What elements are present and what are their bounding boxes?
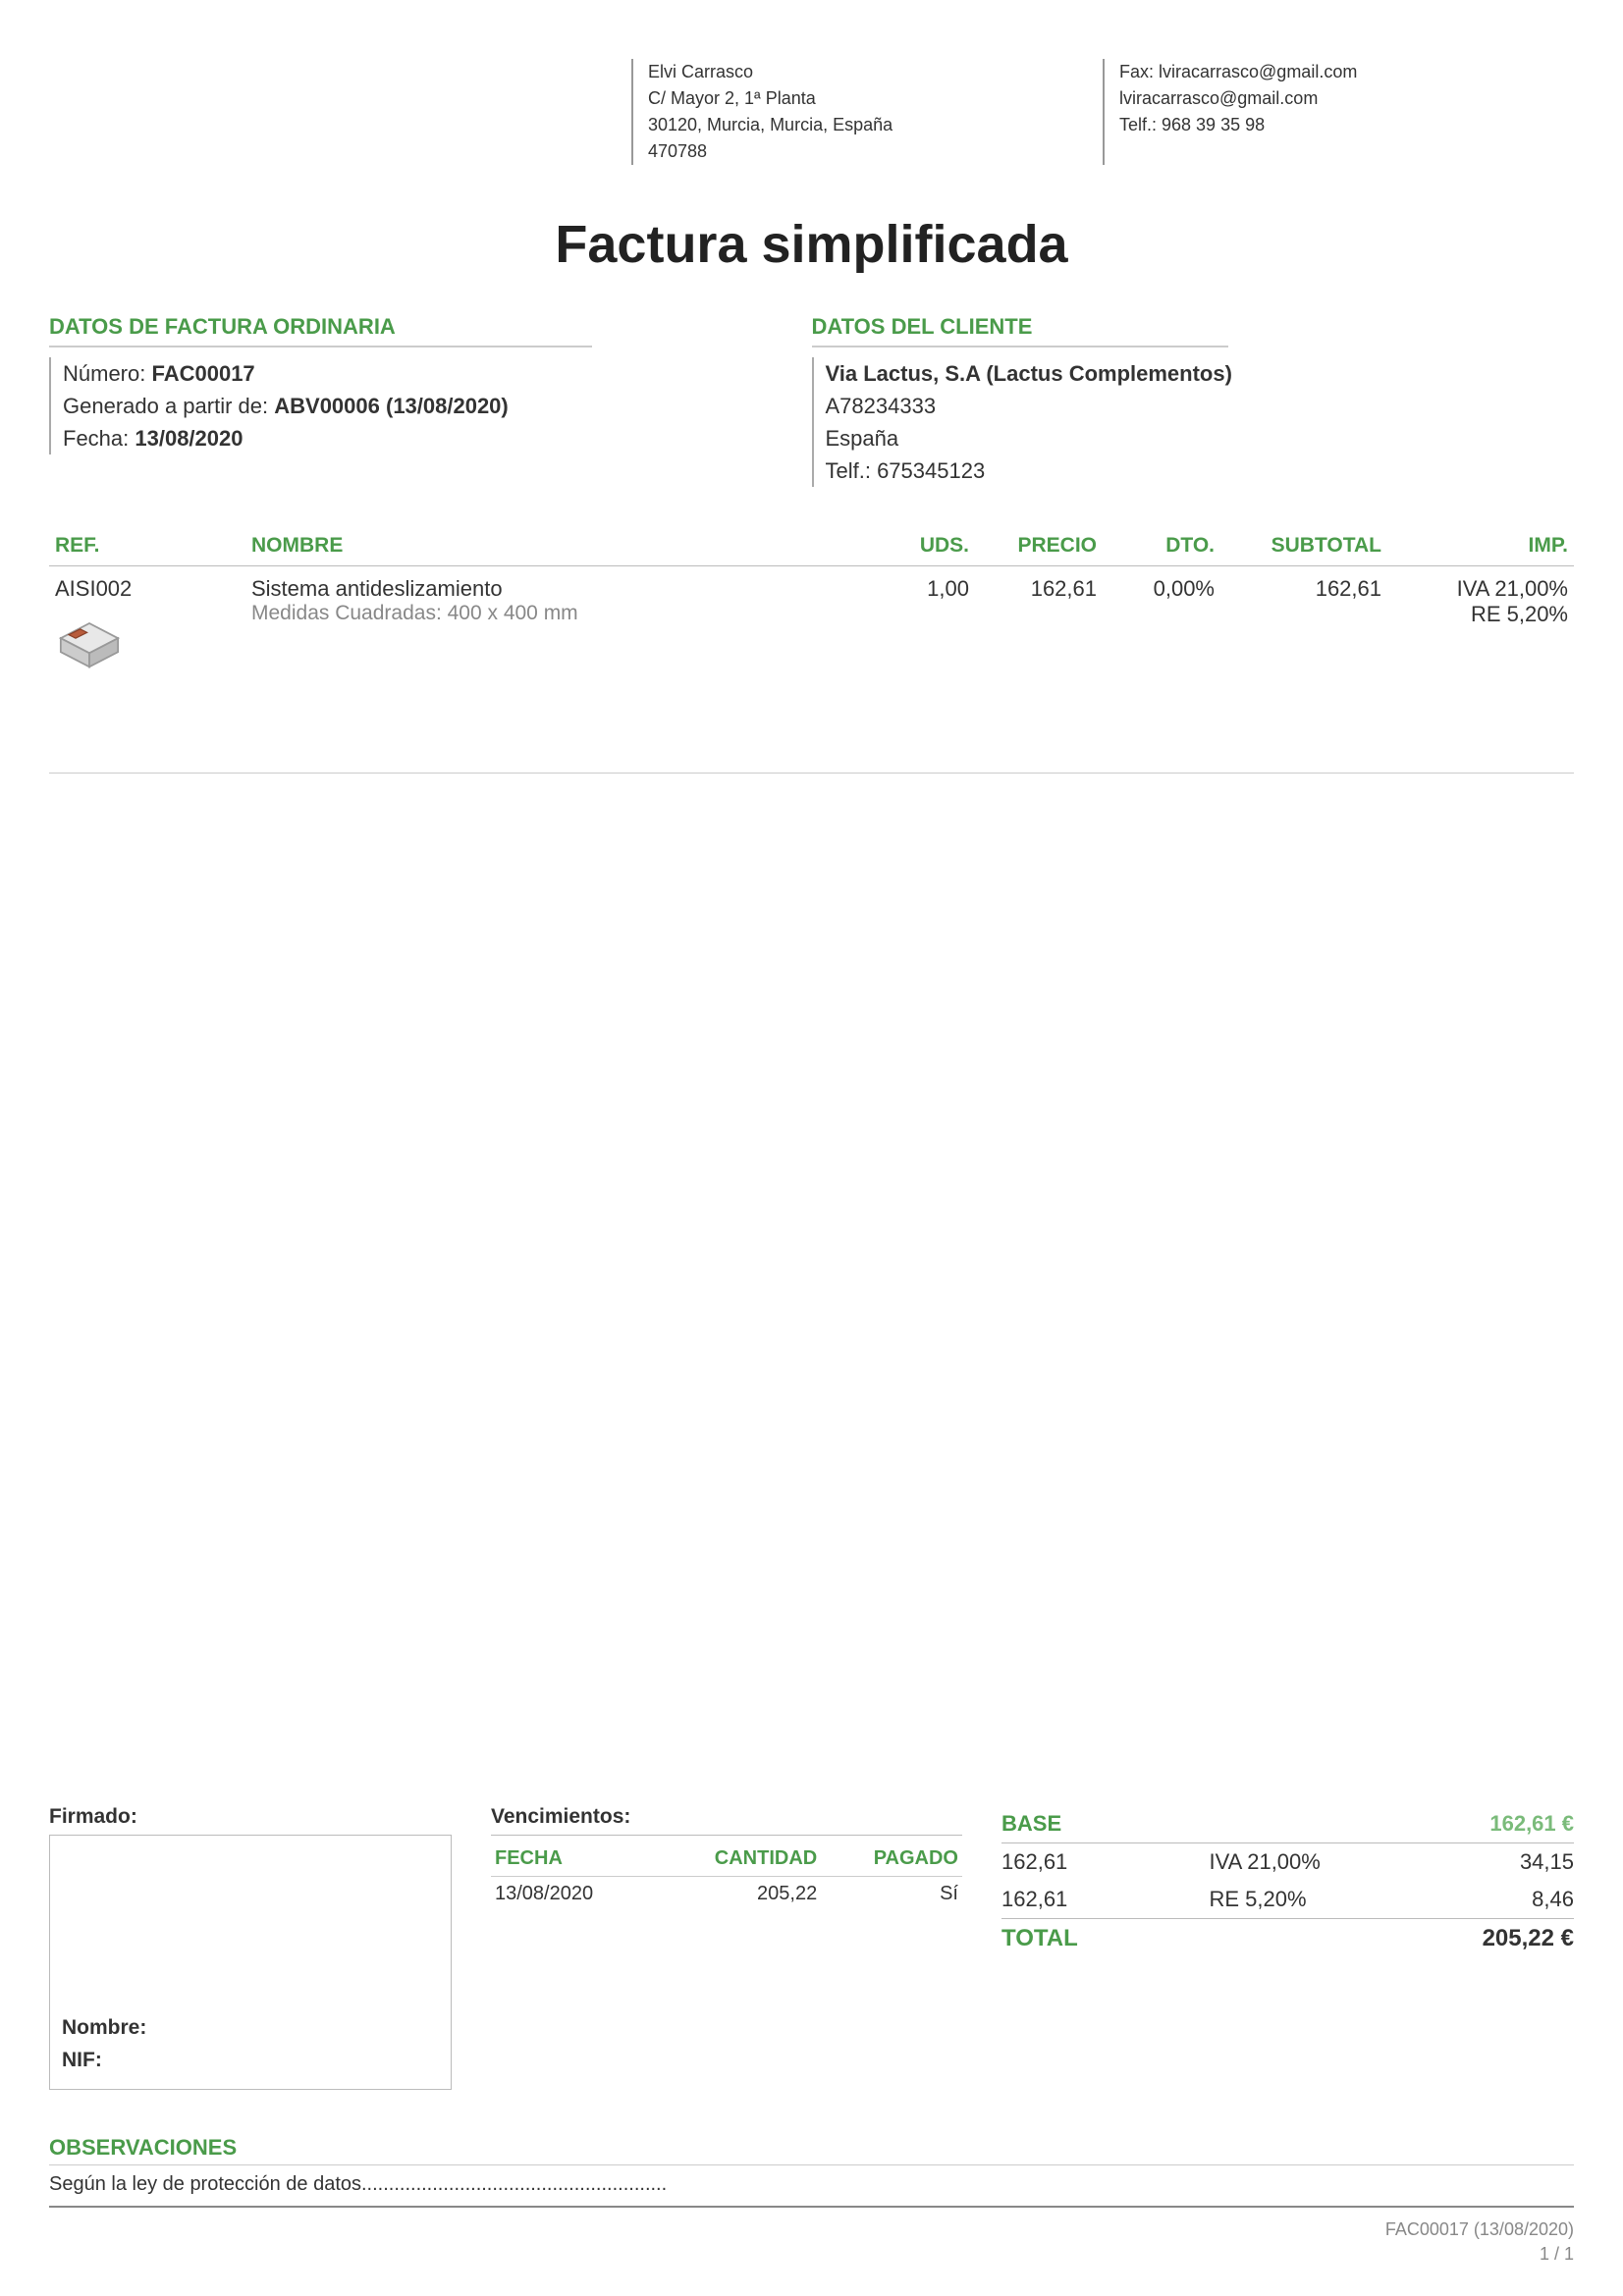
item-subtotal: 162,61 <box>1220 566 1387 774</box>
vencimientos-block: Vencimientos: FECHA CANTIDAD PAGADO 13/0… <box>491 1805 962 1911</box>
totals-head: BASE 162,61 € <box>1001 1805 1574 1843</box>
col-dto: DTO. <box>1103 526 1220 566</box>
total-value: 205,22 € <box>1417 1925 1574 1952</box>
item-name-cell: Sistema antideslizamiento Medidas Cuadra… <box>245 566 867 774</box>
item-name: Sistema antideslizamiento <box>251 576 861 602</box>
footer-page: 1 / 1 <box>1385 2242 1574 2267</box>
col-imp: IMP. <box>1387 526 1574 566</box>
tline2-tax: RE 5,20% <box>1210 1887 1418 1912</box>
venc-cantidad: 205,22 <box>653 1877 821 1912</box>
item-uds: 1,00 <box>867 566 975 774</box>
venc-row: 13/08/2020 205,22 Sí <box>491 1877 962 1912</box>
info-row: DATOS DE FACTURA ORDINARIA Número: FAC00… <box>49 314 1574 487</box>
col-subtotal: SUBTOTAL <box>1220 526 1387 566</box>
invoice-date-label: Fecha: <box>63 426 135 451</box>
invoice-number: FAC00017 <box>151 361 254 386</box>
item-imp1: IVA 21,00% <box>1393 576 1568 602</box>
item-desc: Medidas Cuadradas: 400 x 400 mm <box>251 602 861 625</box>
venc-pagado: Sí <box>821 1877 962 1912</box>
contact-fax: Fax: lviracarrasco@gmail.com <box>1119 59 1574 85</box>
product-icon <box>55 610 124 678</box>
item-imp2: RE 5,20% <box>1393 602 1568 627</box>
company-name: Elvi Carrasco <box>648 59 1103 85</box>
bottom-area: Firmado: Nombre: NIF: Vencimientos: FECH… <box>49 1805 1574 2090</box>
client-info: DATOS DEL CLIENTE Via Lactus, S.A (Lactu… <box>812 314 1575 487</box>
client-country: España <box>826 422 1575 454</box>
invoice-date-value: 13/08/2020 <box>135 426 243 451</box>
tline1-tax: IVA 21,00% <box>1210 1849 1418 1875</box>
col-nombre: NOMBRE <box>245 526 867 566</box>
company-code: 470788 <box>648 138 1103 165</box>
footer-ref: FAC00017 (13/08/2020) <box>1385 2217 1574 2242</box>
client-nif: A78234333 <box>826 390 1575 422</box>
company-address1: C/ Mayor 2, 1ª Planta <box>648 85 1103 112</box>
invoice-heading: DATOS DE FACTURA ORDINARIA <box>49 314 592 347</box>
items-header-row: REF. NOMBRE UDS. PRECIO DTO. SUBTOTAL IM… <box>49 526 1574 566</box>
col-uds: UDS. <box>867 526 975 566</box>
footer: FAC00017 (13/08/2020) 1 / 1 <box>1385 2217 1574 2267</box>
client-tel: Telf.: 675345123 <box>826 454 1575 487</box>
signature-name-label: Nombre: <box>62 2011 146 2045</box>
tline1-amount: 34,15 <box>1417 1849 1574 1875</box>
invoice-info: DATOS DE FACTURA ORDINARIA Número: FAC00… <box>49 314 812 487</box>
signature-box: Nombre: NIF: <box>49 1835 452 2090</box>
total-label: TOTAL <box>1001 1925 1210 1952</box>
client-name: Via Lactus, S.A (Lactus Complementos) <box>826 357 1575 390</box>
vencimientos-title: Vencimientos: <box>491 1805 962 1836</box>
signature-label: Firmado: <box>49 1805 452 1829</box>
totals-block: BASE 162,61 € 162,61 IVA 21,00% 34,15 16… <box>1001 1805 1574 1958</box>
client-heading: DATOS DEL CLIENTE <box>812 314 1229 347</box>
totals-line-2: 162,61 RE 5,20% 8,46 <box>1001 1881 1574 1918</box>
invoice-gen-value: ABV00006 (13/08/2020) <box>274 394 509 418</box>
venc-col-pagado: PAGADO <box>821 1842 962 1877</box>
observaciones-title: OBSERVACIONES <box>49 2135 1574 2165</box>
client-body: Via Lactus, S.A (Lactus Complementos) A7… <box>812 357 1575 487</box>
totals-total: TOTAL 205,22 € <box>1001 1918 1574 1958</box>
venc-fecha: 13/08/2020 <box>491 1877 653 1912</box>
tline2-amount: 8,46 <box>1417 1887 1574 1912</box>
venc-col-fecha: FECHA <box>491 1842 653 1877</box>
company-address2: 30120, Murcia, Murcia, España <box>648 112 1103 138</box>
base-label: BASE <box>1001 1811 1210 1837</box>
item-row: AISI002 Sistema antideslizamiento Medida… <box>49 566 1574 774</box>
base-value: 162,61 € <box>1417 1811 1574 1837</box>
contact-block: Fax: lviracarrasco@gmail.com lviracarras… <box>1103 59 1574 165</box>
vencimientos-table: FECHA CANTIDAD PAGADO 13/08/2020 205,22 … <box>491 1842 962 1911</box>
item-dto: 0,00% <box>1103 566 1220 774</box>
document-title: Factura simplificada <box>49 214 1574 275</box>
contact-email: lviracarrasco@gmail.com <box>1119 85 1574 112</box>
invoice-body: Número: FAC00017 Generado a partir de: A… <box>49 357 812 454</box>
item-ref: AISI002 <box>55 576 240 602</box>
invoice-gen-label: Generado a partir de: <box>63 394 274 418</box>
signature-nif-label: NIF: <box>62 2044 146 2077</box>
contact-tel: Telf.: 968 39 35 98 <box>1119 112 1574 138</box>
invoice-number-label: Número: <box>63 361 151 386</box>
company-block: Elvi Carrasco C/ Mayor 2, 1ª Planta 3012… <box>631 59 1103 165</box>
tline1-base: 162,61 <box>1001 1849 1210 1875</box>
col-precio: PRECIO <box>975 526 1103 566</box>
tline2-base: 162,61 <box>1001 1887 1210 1912</box>
item-precio: 162,61 <box>975 566 1103 774</box>
col-ref: REF. <box>49 526 245 566</box>
signature-block: Firmado: Nombre: NIF: <box>49 1805 452 2090</box>
totals-line-1: 162,61 IVA 21,00% 34,15 <box>1001 1843 1574 1881</box>
venc-col-cantidad: CANTIDAD <box>653 1842 821 1877</box>
observaciones-block: OBSERVACIONES Según la ley de protección… <box>49 2135 1574 2208</box>
items-table: REF. NOMBRE UDS. PRECIO DTO. SUBTOTAL IM… <box>49 526 1574 774</box>
header: Elvi Carrasco C/ Mayor 2, 1ª Planta 3012… <box>49 59 1574 165</box>
item-ref-cell: AISI002 <box>49 566 245 774</box>
observaciones-text: Según la ley de protección de datos.....… <box>49 2173 1574 2208</box>
item-imp: IVA 21,00% RE 5,20% <box>1387 566 1574 774</box>
